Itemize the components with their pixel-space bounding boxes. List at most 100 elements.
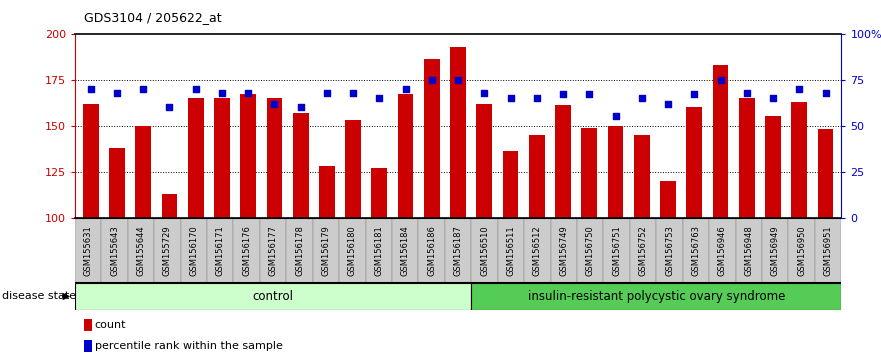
Bar: [136, 126, 151, 218]
Text: GSM155643: GSM155643: [110, 225, 119, 276]
Point: [740, 90, 754, 95]
Point: [293, 104, 307, 110]
Bar: [471, 218, 498, 283]
Point: [818, 90, 833, 95]
Point: [136, 86, 150, 92]
Bar: [503, 152, 519, 218]
Point: [714, 77, 728, 82]
Point: [320, 90, 334, 95]
Bar: [339, 218, 366, 283]
Text: GSM156178: GSM156178: [295, 225, 304, 276]
Point: [215, 90, 229, 95]
Text: GSM156177: GSM156177: [269, 225, 278, 276]
Bar: [392, 218, 418, 283]
Bar: [75, 218, 101, 283]
Text: GSM156180: GSM156180: [348, 225, 357, 276]
Bar: [608, 126, 624, 218]
Point: [425, 77, 439, 82]
Bar: [656, 218, 683, 283]
Bar: [788, 218, 815, 283]
Bar: [418, 218, 445, 283]
Bar: [630, 218, 656, 283]
Bar: [214, 98, 230, 218]
Bar: [445, 218, 471, 283]
Point: [373, 95, 387, 101]
Bar: [319, 166, 335, 218]
Point: [451, 77, 465, 82]
Text: GSM156187: GSM156187: [454, 225, 463, 276]
Point: [687, 92, 701, 97]
Bar: [207, 218, 233, 283]
Text: GSM156179: GSM156179: [322, 225, 330, 276]
Point: [582, 92, 596, 97]
Bar: [345, 120, 361, 218]
Point: [792, 86, 806, 92]
Text: GSM156512: GSM156512: [533, 225, 542, 276]
Text: GSM156752: GSM156752: [639, 225, 648, 276]
Point: [529, 95, 544, 101]
Text: count: count: [95, 320, 126, 330]
Bar: [241, 95, 256, 218]
Point: [766, 95, 781, 101]
Bar: [366, 218, 392, 283]
Bar: [424, 59, 440, 218]
Text: GDS3104 / 205622_at: GDS3104 / 205622_at: [84, 11, 221, 24]
Bar: [529, 135, 544, 218]
Bar: [713, 65, 729, 218]
Bar: [709, 218, 736, 283]
Text: disease state: disease state: [2, 291, 76, 302]
Bar: [551, 218, 577, 283]
Bar: [83, 104, 99, 218]
Bar: [233, 218, 260, 283]
Point: [84, 86, 98, 92]
Bar: [313, 218, 339, 283]
Bar: [188, 98, 204, 218]
Bar: [292, 113, 308, 218]
Point: [346, 90, 360, 95]
Point: [635, 95, 649, 101]
Point: [267, 101, 281, 107]
Point: [241, 90, 255, 95]
Point: [110, 90, 124, 95]
Bar: [766, 116, 781, 218]
Point: [504, 95, 518, 101]
Bar: [686, 107, 702, 218]
Point: [661, 101, 675, 107]
Text: percentile rank within the sample: percentile rank within the sample: [95, 341, 283, 350]
Bar: [397, 95, 413, 218]
Bar: [286, 218, 313, 283]
Text: GSM156170: GSM156170: [189, 225, 198, 276]
Text: GSM156951: GSM156951: [824, 225, 833, 276]
Bar: [266, 98, 282, 218]
Text: GSM155644: GSM155644: [137, 225, 145, 276]
Bar: [372, 168, 388, 218]
Bar: [739, 98, 755, 218]
Text: GSM156749: GSM156749: [559, 225, 568, 276]
Bar: [577, 218, 603, 283]
Bar: [84, 319, 92, 331]
Bar: [555, 105, 571, 218]
Text: insulin-resistant polycystic ovary syndrome: insulin-resistant polycystic ovary syndr…: [528, 290, 785, 303]
Bar: [260, 218, 286, 283]
Bar: [634, 135, 650, 218]
Bar: [109, 148, 125, 218]
Point: [189, 86, 203, 92]
Text: GSM156511: GSM156511: [507, 225, 515, 276]
Text: GSM156763: GSM156763: [692, 225, 700, 276]
Bar: [75, 283, 471, 310]
Bar: [581, 127, 597, 218]
Bar: [736, 218, 762, 283]
Text: GSM155631: GSM155631: [84, 225, 93, 276]
Bar: [477, 104, 492, 218]
Bar: [471, 283, 841, 310]
Text: GSM156946: GSM156946: [718, 225, 727, 276]
Bar: [161, 194, 177, 218]
Text: GSM156510: GSM156510: [480, 225, 489, 276]
Bar: [683, 218, 709, 283]
Bar: [101, 218, 128, 283]
Bar: [181, 218, 207, 283]
Bar: [498, 218, 524, 283]
Text: control: control: [253, 290, 293, 303]
Text: GSM156181: GSM156181: [374, 225, 383, 276]
Text: GSM156753: GSM156753: [665, 225, 674, 276]
